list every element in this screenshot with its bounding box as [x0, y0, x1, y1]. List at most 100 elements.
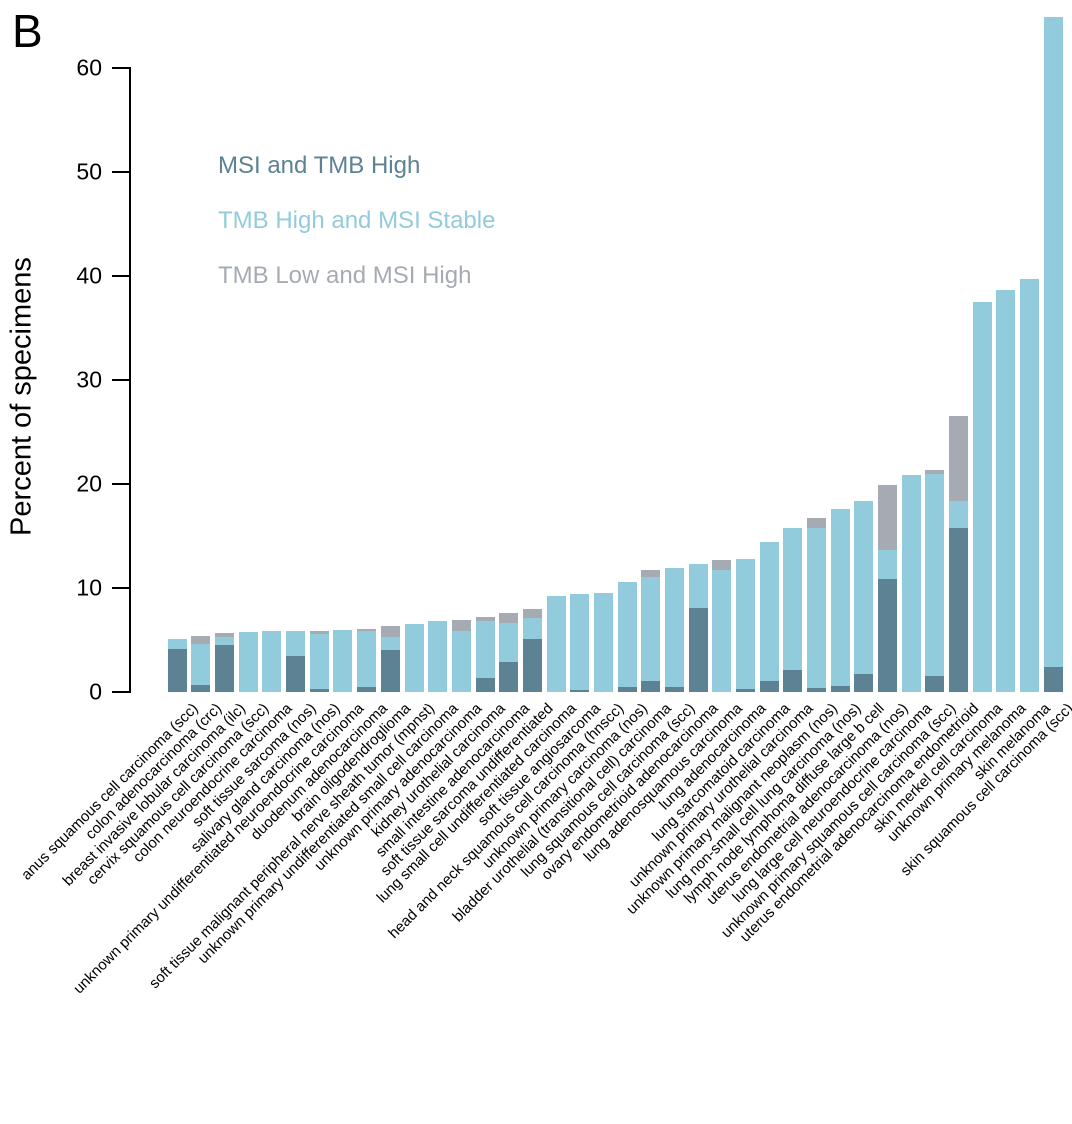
bar	[901, 474, 921, 692]
y-tick-label: 50	[76, 158, 102, 185]
bar-segment-msi-tmb-high	[380, 650, 400, 692]
bar-segment-tmb-high-msi-stable	[333, 630, 353, 692]
legend: MSI and TMB High TMB High and MSI Stable…	[218, 152, 495, 317]
y-tick-mark	[112, 67, 129, 69]
bar-segment-tmb-high-msi-stable	[996, 289, 1016, 692]
bar-segment-msi-tmb-high	[522, 639, 542, 692]
bar-segment-tmb-high-msi-stable	[1020, 279, 1039, 692]
bar-segment-tmb-high-msi-stable	[735, 559, 755, 690]
bar-segment-msi-tmb-high	[925, 675, 945, 692]
bar-segment-msi-tmb-high	[807, 687, 826, 692]
bar-segment-msi-tmb-high	[664, 686, 684, 692]
panel-label: B	[12, 5, 43, 57]
bar-segment-tmb-low-msi-high	[475, 617, 495, 622]
bar-segment-tmb-high-msi-stable	[286, 631, 306, 657]
bar	[996, 289, 1016, 692]
bar-segment-tmb-low-msi-high	[380, 626, 400, 638]
bar-segment-tmb-low-msi-high	[522, 608, 542, 618]
bar-segment-tmb-high-msi-stable	[901, 474, 921, 692]
bar	[807, 518, 826, 692]
bar	[215, 633, 235, 692]
bar-segment-tmb-high-msi-stable	[664, 568, 684, 687]
bar	[949, 415, 968, 692]
bar	[286, 631, 306, 692]
bar-segment-tmb-high-msi-stable	[380, 637, 400, 651]
bar-segment-msi-tmb-high	[783, 670, 803, 692]
bar-segment-msi-tmb-high	[191, 685, 211, 692]
bar-segment-tmb-high-msi-stable	[309, 633, 329, 689]
bar-segment-msi-tmb-high	[878, 578, 897, 692]
bar-segment-tmb-high-msi-stable	[215, 636, 235, 646]
bar-segment-tmb-high-msi-stable	[949, 501, 968, 529]
bar-segment-tmb-high-msi-stable	[807, 527, 826, 688]
bar-segment-tmb-high-msi-stable	[688, 564, 708, 608]
bar-segment-tmb-low-msi-high	[191, 636, 211, 645]
bar-segment-tmb-low-msi-high	[807, 518, 826, 528]
bar-segment-msi-tmb-high	[357, 686, 377, 692]
bar-segment-tmb-high-msi-stable	[878, 549, 897, 579]
y-tick-label: 0	[89, 678, 102, 705]
y-tick-label: 40	[76, 262, 102, 289]
bar	[972, 302, 992, 692]
bar-segment-tmb-high-msi-stable	[499, 622, 519, 663]
y-tick-label: 60	[76, 54, 102, 81]
bar	[759, 541, 779, 692]
bar	[357, 628, 377, 692]
bar-segment-tmb-low-msi-high	[878, 485, 897, 550]
y-axis-title: Percent of specimens	[5, 257, 38, 536]
y-axis-line	[129, 67, 131, 693]
bar-segment-tmb-high-msi-stable	[404, 623, 424, 692]
bar-segment-msi-tmb-high	[286, 656, 306, 692]
bar	[191, 636, 211, 692]
bar-segment-tmb-high-msi-stable	[854, 500, 874, 675]
bar-segment-tmb-high-msi-stable	[522, 617, 542, 640]
bar-segment-tmb-low-msi-high	[641, 569, 661, 577]
bar-segment-tmb-high-msi-stable	[451, 630, 471, 692]
legend-item-tmb-high-msi-stable: TMB High and MSI Stable	[218, 207, 496, 234]
bar-segment-msi-tmb-high	[759, 680, 779, 692]
bar-segment-tmb-low-msi-high	[925, 469, 945, 475]
bar-segment-msi-tmb-high	[688, 607, 708, 692]
bar-segment-tmb-high-msi-stable	[925, 474, 945, 676]
bar-segment-msi-tmb-high	[215, 645, 235, 692]
bar-segment-tmb-low-msi-high	[215, 633, 235, 637]
bar-segment-tmb-high-msi-stable	[712, 569, 732, 692]
bar-segment-tmb-high-msi-stable	[972, 302, 992, 692]
bar-segment-tmb-low-msi-high	[357, 628, 377, 632]
bar	[830, 509, 850, 692]
bar-segment-msi-tmb-high	[949, 528, 968, 692]
bar-segment-tmb-high-msi-stable	[357, 631, 377, 687]
bar	[878, 485, 897, 692]
bar-segment-msi-tmb-high	[617, 686, 637, 692]
bar	[664, 568, 684, 692]
y-tick-label: 20	[76, 470, 102, 497]
bar-segment-msi-tmb-high	[641, 680, 661, 692]
bar	[499, 612, 519, 692]
bar	[309, 630, 329, 692]
bar-segment-msi-tmb-high	[499, 662, 519, 692]
bar-segment-tmb-high-msi-stable	[641, 576, 661, 681]
bar	[617, 582, 637, 692]
y-tick-label: 30	[76, 366, 102, 393]
y-tick-mark	[112, 691, 129, 693]
bar-segment-tmb-high-msi-stable	[191, 644, 211, 686]
bar	[380, 626, 400, 692]
bar-segment-tmb-high-msi-stable	[262, 631, 282, 692]
bar	[570, 594, 590, 692]
bar-segment-tmb-high-msi-stable	[570, 594, 590, 690]
legend-item-msi-and-tmb-high: MSI and TMB High	[218, 152, 421, 179]
bar	[167, 639, 187, 692]
bar	[404, 623, 424, 692]
bar-segment-tmb-high-msi-stable	[238, 632, 258, 692]
bar-segment-tmb-low-msi-high	[949, 415, 968, 502]
bar	[712, 559, 732, 692]
bar	[1020, 279, 1039, 692]
bar	[522, 608, 542, 692]
bar-segment-msi-tmb-high	[167, 649, 187, 692]
bar	[238, 632, 258, 692]
bar-segment-tmb-high-msi-stable	[428, 620, 448, 692]
bar-segment-tmb-low-msi-high	[451, 620, 471, 631]
y-tick-mark	[112, 275, 129, 277]
bar-segment-tmb-low-msi-high	[499, 612, 519, 623]
